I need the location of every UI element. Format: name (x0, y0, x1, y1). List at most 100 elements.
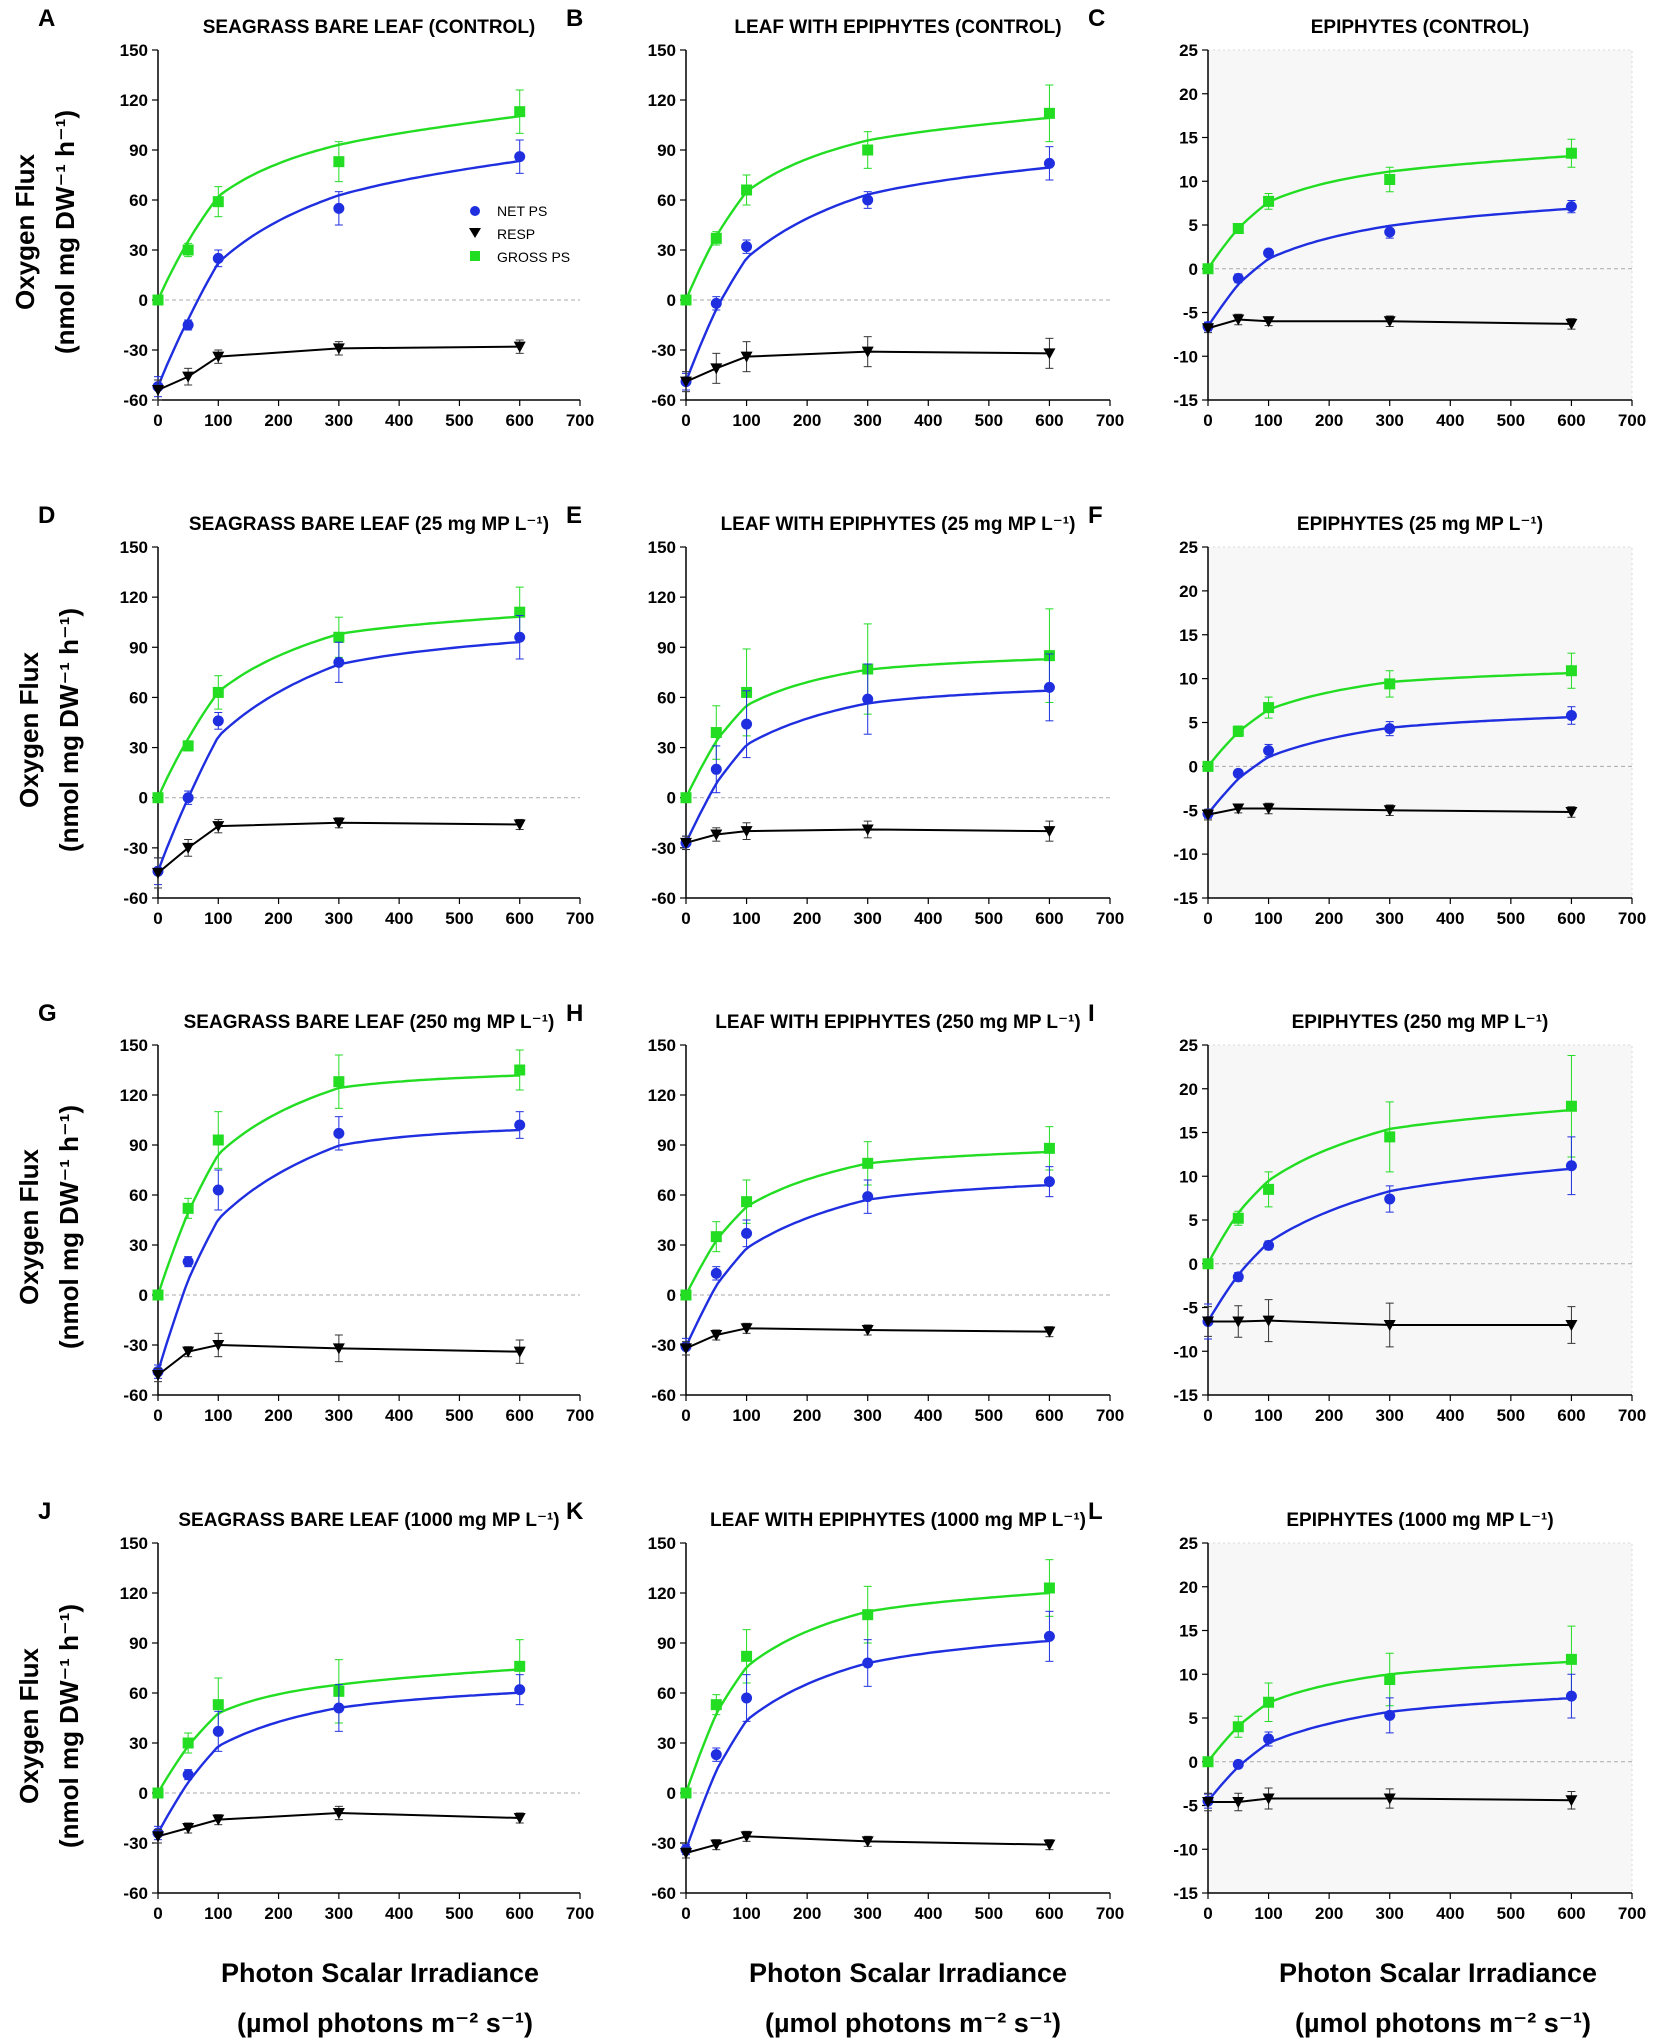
panel-title: SEAGRASS BARE LEAF (250 mg MP L⁻¹) (184, 1012, 555, 1033)
data-point-resp (861, 824, 874, 836)
y-tick-label: -60 (123, 889, 148, 908)
y-tick-label: -60 (123, 1884, 148, 1903)
y-tick-label: -10 (1173, 347, 1198, 366)
data-point-resp (152, 867, 164, 879)
data-point-net (741, 241, 753, 253)
x-tick-label: 400 (914, 1406, 942, 1425)
y-label-line2: (nmol mg DW⁻¹ h⁻¹) (54, 1604, 84, 1848)
y-tick-label: 30 (657, 1734, 676, 1753)
x-tick-label: 500 (1497, 1904, 1525, 1923)
data-point-net (1263, 745, 1275, 757)
data-point-net (212, 715, 224, 727)
x-tick-label: 300 (1376, 411, 1404, 430)
data-point-gross (333, 156, 345, 168)
data-point-resp (182, 842, 195, 854)
data-point-net (212, 1725, 224, 1737)
x-tick-label: 400 (1436, 1904, 1464, 1923)
data-point-net (182, 1256, 194, 1268)
data-point-resp (1383, 1320, 1396, 1331)
y-tick-label: 10 (1179, 1167, 1198, 1186)
panel-J: -60 -30 0 30 60 90 120 150 0 100 200 300 400 500 600 70… (38, 1498, 594, 1923)
data-point-resp (152, 1370, 164, 1381)
data-point-net (1384, 1193, 1396, 1205)
series-gross (1202, 1625, 1577, 1768)
data-point-resp (1262, 1793, 1275, 1805)
data-point-gross (1263, 1696, 1275, 1708)
y-tick-label: -10 (1173, 1342, 1198, 1361)
data-point-net (1043, 1630, 1055, 1642)
data-point-resp (1202, 1316, 1214, 1328)
data-point-resp (1232, 314, 1245, 326)
x-tick-label: 200 (264, 909, 292, 928)
data-point-net (710, 1749, 722, 1761)
x-tick-label: 500 (975, 909, 1003, 928)
y-tick-label: 60 (657, 688, 676, 707)
x-tick-label: 400 (1436, 909, 1464, 928)
y-tick-label: 30 (657, 739, 676, 758)
y-tick-label: -30 (123, 839, 148, 858)
data-point-gross (680, 1289, 692, 1301)
data-point-net (182, 319, 194, 331)
data-point-net (182, 1769, 194, 1781)
data-point-resp (212, 1814, 225, 1826)
data-point-net (514, 631, 526, 643)
data-point-gross (1043, 107, 1055, 119)
y-tick-label: -5 (1183, 1299, 1198, 1318)
data-point-gross (1263, 702, 1275, 714)
data-point-gross (680, 1787, 692, 1799)
y-tick-label: 0 (1189, 1255, 1198, 1274)
panel-letter: D (38, 502, 55, 529)
x-tick-label: 300 (1376, 1406, 1404, 1425)
data-point-net (514, 1684, 526, 1696)
y-tick-label: 0 (667, 789, 676, 808)
data-point-resp (1565, 1795, 1578, 1807)
y-tick-label: -5 (1183, 304, 1198, 323)
x-label-line2: (µmol photons m⁻² s⁻¹) (1295, 2008, 1591, 2038)
series-resp (1202, 313, 1578, 335)
x-tick-label: 0 (681, 1904, 690, 1923)
series-resp (152, 1332, 526, 1383)
legend-resp-marker (469, 228, 481, 238)
x-label-line1: Photon Scalar Irradiance (749, 1958, 1067, 1988)
data-point-net (862, 194, 874, 206)
x-tick-label: 300 (854, 1904, 882, 1923)
data-point-gross (333, 631, 345, 643)
data-point-net (333, 1702, 345, 1714)
data-point-net (333, 656, 345, 668)
panel-title: LEAF WITH EPIPHYTES (25 mg MP L⁻¹) (721, 514, 1076, 535)
data-point-net (710, 1267, 722, 1279)
y-tick-label: 90 (129, 638, 148, 657)
x-tick-label: 300 (325, 1904, 353, 1923)
data-point-resp (332, 1343, 345, 1355)
x-tick-label: 600 (506, 1904, 534, 1923)
series-net (680, 1610, 1055, 1856)
data-point-resp (182, 1346, 195, 1358)
y-label-line1: Oxygen Flux (14, 1647, 44, 1804)
y-tick-label: 90 (129, 1136, 148, 1155)
data-point-gross (1232, 725, 1244, 737)
panel-letter: B (566, 5, 583, 32)
legend-resp-label: RESP (497, 226, 535, 242)
data-point-gross (152, 1787, 164, 1799)
data-point-net (1384, 226, 1396, 238)
data-point-resp (513, 1813, 526, 1824)
data-point-net (1043, 681, 1055, 693)
panel-letter: I (1088, 1000, 1095, 1027)
legend-gross-marker (470, 251, 480, 261)
y-label-line1: Oxygen Flux (10, 153, 40, 310)
resp-line (157, 821, 520, 874)
data-point-net (1565, 1690, 1577, 1702)
y-tick-label: 30 (129, 241, 148, 260)
y-tick-label: 60 (657, 1186, 676, 1205)
y-tick-label: 20 (1179, 85, 1198, 104)
data-point-resp (1383, 316, 1396, 328)
data-point-resp (740, 351, 753, 363)
panel-A: -60 -30 0 30 60 90 120 150 0 100 200 300 400 500 600 70… (38, 5, 594, 430)
y-tick-label: 120 (120, 1086, 148, 1105)
y-tick-label: -60 (123, 1386, 148, 1405)
data-point-resp (332, 343, 345, 355)
x-tick-label: 200 (264, 411, 292, 430)
y-tick-label: 150 (648, 1036, 676, 1055)
data-point-resp (182, 371, 195, 383)
